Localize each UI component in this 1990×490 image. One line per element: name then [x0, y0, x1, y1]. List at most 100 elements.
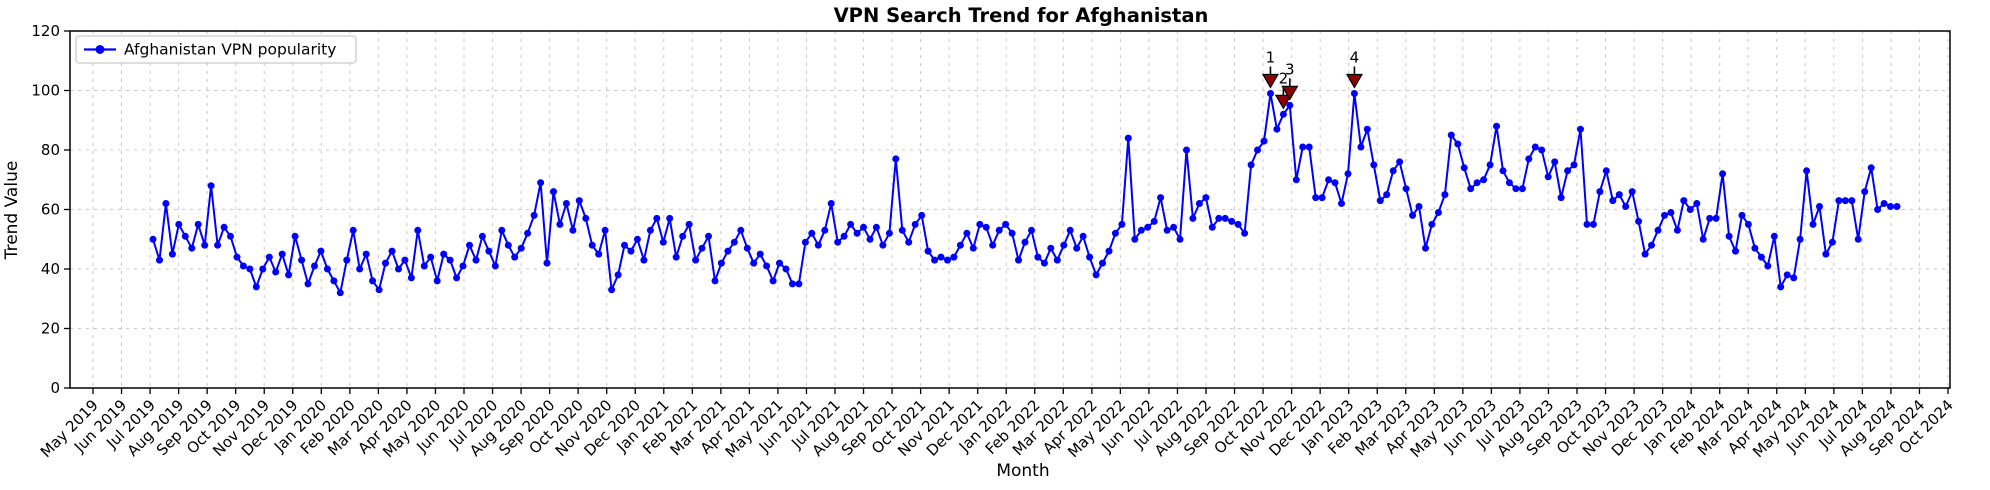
- data-point: [375, 286, 383, 294]
- y-tick-label: 80: [41, 141, 60, 159]
- data-point: [666, 214, 674, 222]
- data-point: [562, 200, 570, 207]
- data-point: [1589, 220, 1597, 228]
- data-point: [1744, 220, 1752, 228]
- data-point: [156, 256, 163, 264]
- data-point: [976, 220, 984, 228]
- data-point: [1848, 197, 1856, 205]
- data-point: [1667, 209, 1675, 216]
- data-point: [1822, 250, 1830, 258]
- data-point: [1770, 232, 1778, 240]
- data-point: [1648, 241, 1655, 249]
- y-axis-label: Trend Value: [2, 161, 22, 261]
- data-point: [608, 286, 616, 294]
- data-point: [1034, 253, 1042, 261]
- data-point: [1693, 200, 1701, 207]
- data-point: [181, 232, 189, 240]
- data-point: [1208, 223, 1216, 231]
- data-point: [1383, 191, 1391, 199]
- data-point: [879, 241, 887, 249]
- data-point: [614, 271, 622, 279]
- data-point: [175, 220, 183, 228]
- chart-title: VPN Search Trend for Afghanistan: [834, 4, 1209, 27]
- data-point: [595, 250, 603, 258]
- data-point: [685, 220, 693, 228]
- data-point: [291, 232, 299, 240]
- data-point: [478, 232, 486, 240]
- data-point: [814, 241, 822, 249]
- grid-layer: [70, 30, 1950, 388]
- data-point: [1712, 214, 1720, 222]
- data-point: [1577, 125, 1584, 133]
- data-point: [672, 253, 680, 261]
- data-point: [1086, 253, 1094, 261]
- data-point: [1706, 214, 1714, 222]
- data-point: [1732, 247, 1739, 255]
- data-point: [168, 250, 176, 258]
- data-point: [1363, 125, 1371, 133]
- data-point: [1887, 203, 1894, 210]
- data-point: [918, 211, 926, 219]
- data-point: [1402, 185, 1410, 193]
- annotation-triangle-icon: [1281, 85, 1299, 101]
- data-point: [1564, 167, 1572, 175]
- data-point: [601, 226, 609, 234]
- data-point: [840, 232, 848, 240]
- data-point: [1389, 167, 1397, 175]
- annotation-triangle-icon: [1274, 94, 1292, 110]
- data-point: [1331, 179, 1339, 187]
- data-point: [194, 220, 202, 228]
- data-point: [1415, 203, 1423, 210]
- data-point: [1505, 179, 1513, 187]
- data-point: [905, 238, 913, 246]
- data-point: [1312, 194, 1320, 202]
- data-point: [627, 247, 635, 255]
- data-point: [711, 277, 719, 285]
- data-point: [1783, 271, 1791, 279]
- data-point: [1454, 140, 1462, 148]
- data-point: [763, 262, 771, 270]
- data-point: [466, 241, 473, 249]
- data-point: [1092, 271, 1100, 279]
- data-point: [446, 256, 454, 264]
- data-point: [311, 262, 318, 270]
- data-point: [1583, 220, 1591, 228]
- data-point: [524, 229, 532, 237]
- data-point: [808, 229, 816, 237]
- data-point: [1680, 197, 1688, 205]
- data-point: [323, 265, 331, 273]
- annotation-number: 3: [1285, 60, 1295, 78]
- data-point: [1628, 188, 1636, 196]
- data-point: [491, 262, 499, 270]
- data-point: [1816, 203, 1823, 210]
- data-point: [1254, 146, 1261, 154]
- data-point: [1305, 143, 1313, 151]
- data-point: [1318, 194, 1326, 202]
- data-point: [162, 200, 170, 207]
- data-point: [201, 241, 209, 249]
- trend-series-layer: [149, 90, 1901, 297]
- data-point: [621, 241, 628, 249]
- x-axis-label: Month: [996, 461, 1049, 481]
- data-point: [1170, 223, 1178, 231]
- data-point: [317, 247, 325, 255]
- data-point: [1260, 137, 1268, 145]
- data-point: [1150, 217, 1158, 225]
- data-point: [1512, 185, 1520, 193]
- data-point: [349, 226, 357, 234]
- data-point: [1111, 229, 1119, 237]
- data-point: [1538, 146, 1546, 154]
- data-point: [743, 244, 751, 252]
- data-point: [1105, 247, 1113, 255]
- data-point: [1661, 211, 1668, 219]
- data-point: [705, 232, 712, 240]
- data-point: [1525, 155, 1533, 163]
- annotation-triangle-icon: [1345, 73, 1363, 89]
- data-point: [1544, 173, 1552, 181]
- data-point: [401, 256, 409, 264]
- data-point: [188, 244, 196, 252]
- data-point: [995, 226, 1003, 234]
- data-point: [1441, 191, 1449, 199]
- data-point: [1273, 125, 1281, 133]
- data-point: [362, 250, 370, 258]
